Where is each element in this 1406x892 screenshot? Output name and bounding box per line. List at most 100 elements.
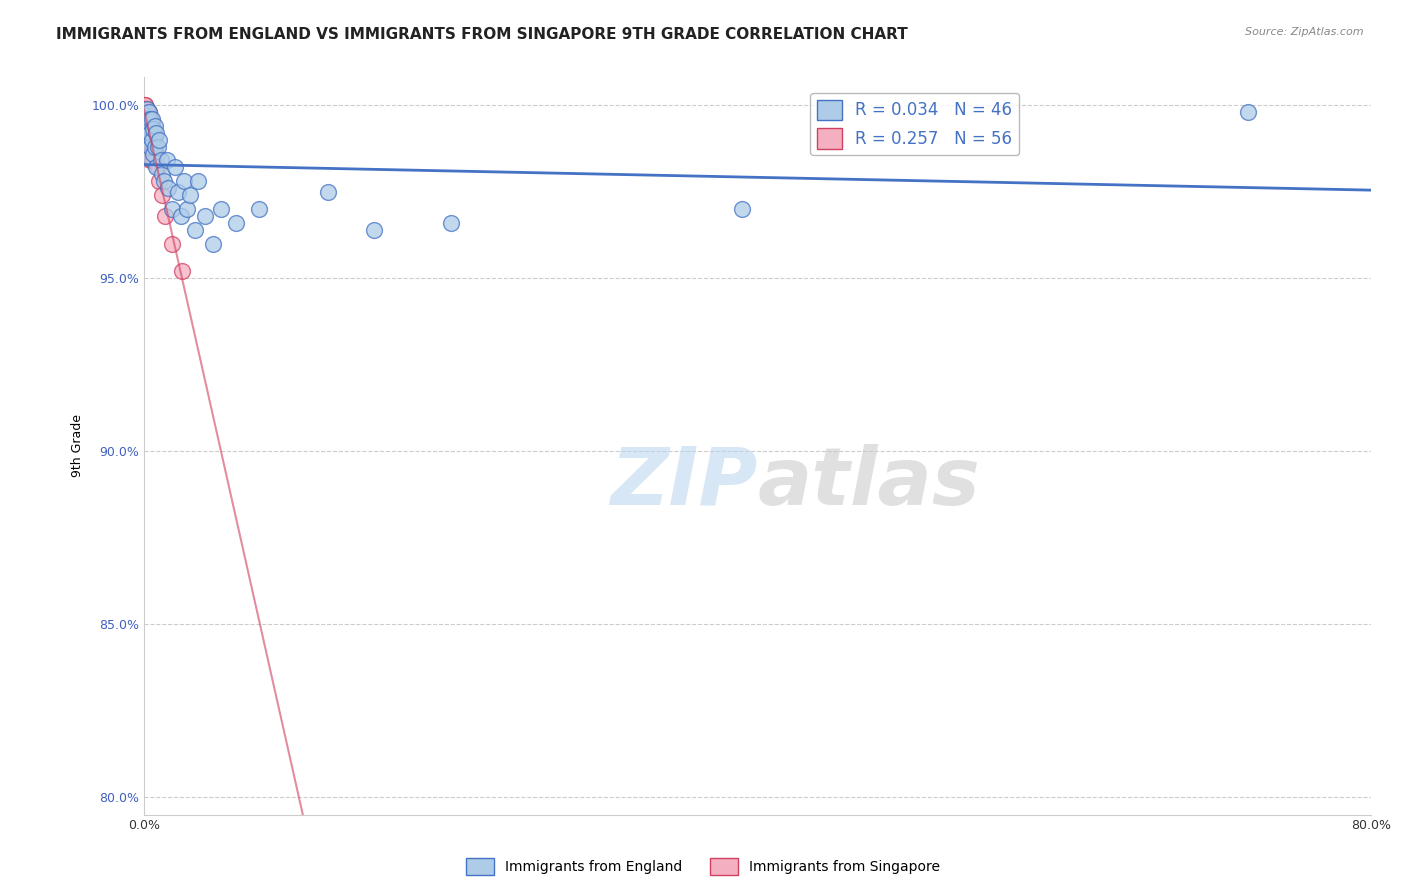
Point xyxy=(141,133,163,147)
Point xyxy=(209,202,232,216)
Point xyxy=(142,133,165,147)
Point xyxy=(136,119,159,133)
Point xyxy=(139,153,162,168)
Point xyxy=(150,167,173,181)
Point xyxy=(138,105,160,120)
Point xyxy=(134,119,156,133)
Point xyxy=(142,153,165,168)
Point xyxy=(141,115,163,129)
Point xyxy=(179,188,201,202)
Point xyxy=(153,174,176,188)
Point xyxy=(139,146,162,161)
Point xyxy=(141,112,163,126)
Point xyxy=(139,119,162,133)
Point xyxy=(143,119,166,133)
Point xyxy=(440,216,463,230)
Point xyxy=(150,188,173,202)
Point xyxy=(136,102,159,116)
Point xyxy=(138,133,160,147)
Point xyxy=(143,143,166,157)
Point xyxy=(176,202,198,216)
Point xyxy=(194,209,217,223)
Point xyxy=(134,112,156,126)
Point xyxy=(1237,105,1260,120)
Point xyxy=(138,108,160,122)
Point xyxy=(138,115,160,129)
Point xyxy=(136,108,159,122)
Point xyxy=(142,143,165,157)
Point xyxy=(136,105,159,120)
Point xyxy=(139,139,162,153)
Point xyxy=(146,161,169,175)
Point xyxy=(363,223,385,237)
Point xyxy=(187,174,209,188)
Point xyxy=(136,126,159,140)
Point xyxy=(139,133,162,147)
Point xyxy=(136,112,159,126)
Point xyxy=(138,119,160,133)
Text: ZIP: ZIP xyxy=(610,444,758,522)
Text: IMMIGRANTS FROM ENGLAND VS IMMIGRANTS FROM SINGAPORE 9TH GRADE CORRELATION CHART: IMMIGRANTS FROM ENGLAND VS IMMIGRANTS FR… xyxy=(56,27,908,42)
Point xyxy=(143,139,166,153)
Legend: R = 0.034   N = 46, R = 0.257   N = 56: R = 0.034 N = 46, R = 0.257 N = 56 xyxy=(810,93,1019,155)
Text: Source: ZipAtlas.com: Source: ZipAtlas.com xyxy=(1246,27,1364,37)
Point xyxy=(141,122,163,136)
Point xyxy=(134,102,156,116)
Point xyxy=(138,139,160,153)
Point xyxy=(145,126,167,140)
Point xyxy=(138,122,160,136)
Point xyxy=(136,112,159,126)
Point xyxy=(156,153,179,168)
Point xyxy=(139,139,162,153)
Point xyxy=(138,105,160,120)
Point xyxy=(166,185,188,199)
Point xyxy=(138,133,160,147)
Point xyxy=(138,112,160,126)
Point xyxy=(139,112,162,126)
Point xyxy=(143,129,166,144)
Point xyxy=(172,264,194,278)
Point xyxy=(148,174,170,188)
Point xyxy=(138,146,160,161)
Point xyxy=(134,115,156,129)
Point xyxy=(141,133,163,147)
Point xyxy=(134,98,156,112)
Point xyxy=(136,126,159,140)
Point xyxy=(142,122,165,136)
Point xyxy=(148,133,170,147)
Point xyxy=(141,153,163,168)
Point xyxy=(731,202,754,216)
Y-axis label: 9th Grade: 9th Grade xyxy=(72,415,84,477)
Point xyxy=(138,129,160,144)
Point xyxy=(134,112,156,126)
Point xyxy=(173,174,195,188)
Point xyxy=(136,122,159,136)
Text: atlas: atlas xyxy=(758,444,980,522)
Point xyxy=(136,115,159,129)
Point xyxy=(139,112,162,126)
Point xyxy=(160,202,183,216)
Point xyxy=(136,139,159,153)
Point xyxy=(134,108,156,122)
Point xyxy=(157,181,180,195)
Point xyxy=(136,129,159,144)
Point xyxy=(142,122,165,136)
Point xyxy=(138,150,160,164)
Legend: Immigrants from England, Immigrants from Singapore: Immigrants from England, Immigrants from… xyxy=(461,853,945,880)
Point xyxy=(316,185,339,199)
Point xyxy=(142,146,165,161)
Point xyxy=(139,126,162,140)
Point xyxy=(134,102,156,116)
Point xyxy=(134,105,156,120)
Point xyxy=(160,236,183,251)
Point xyxy=(145,150,167,164)
Point xyxy=(136,102,159,116)
Point xyxy=(134,105,156,120)
Point xyxy=(136,133,159,147)
Point xyxy=(139,126,162,140)
Point xyxy=(163,161,186,175)
Point xyxy=(134,108,156,122)
Point xyxy=(170,209,193,223)
Point xyxy=(201,236,224,251)
Point xyxy=(134,98,156,112)
